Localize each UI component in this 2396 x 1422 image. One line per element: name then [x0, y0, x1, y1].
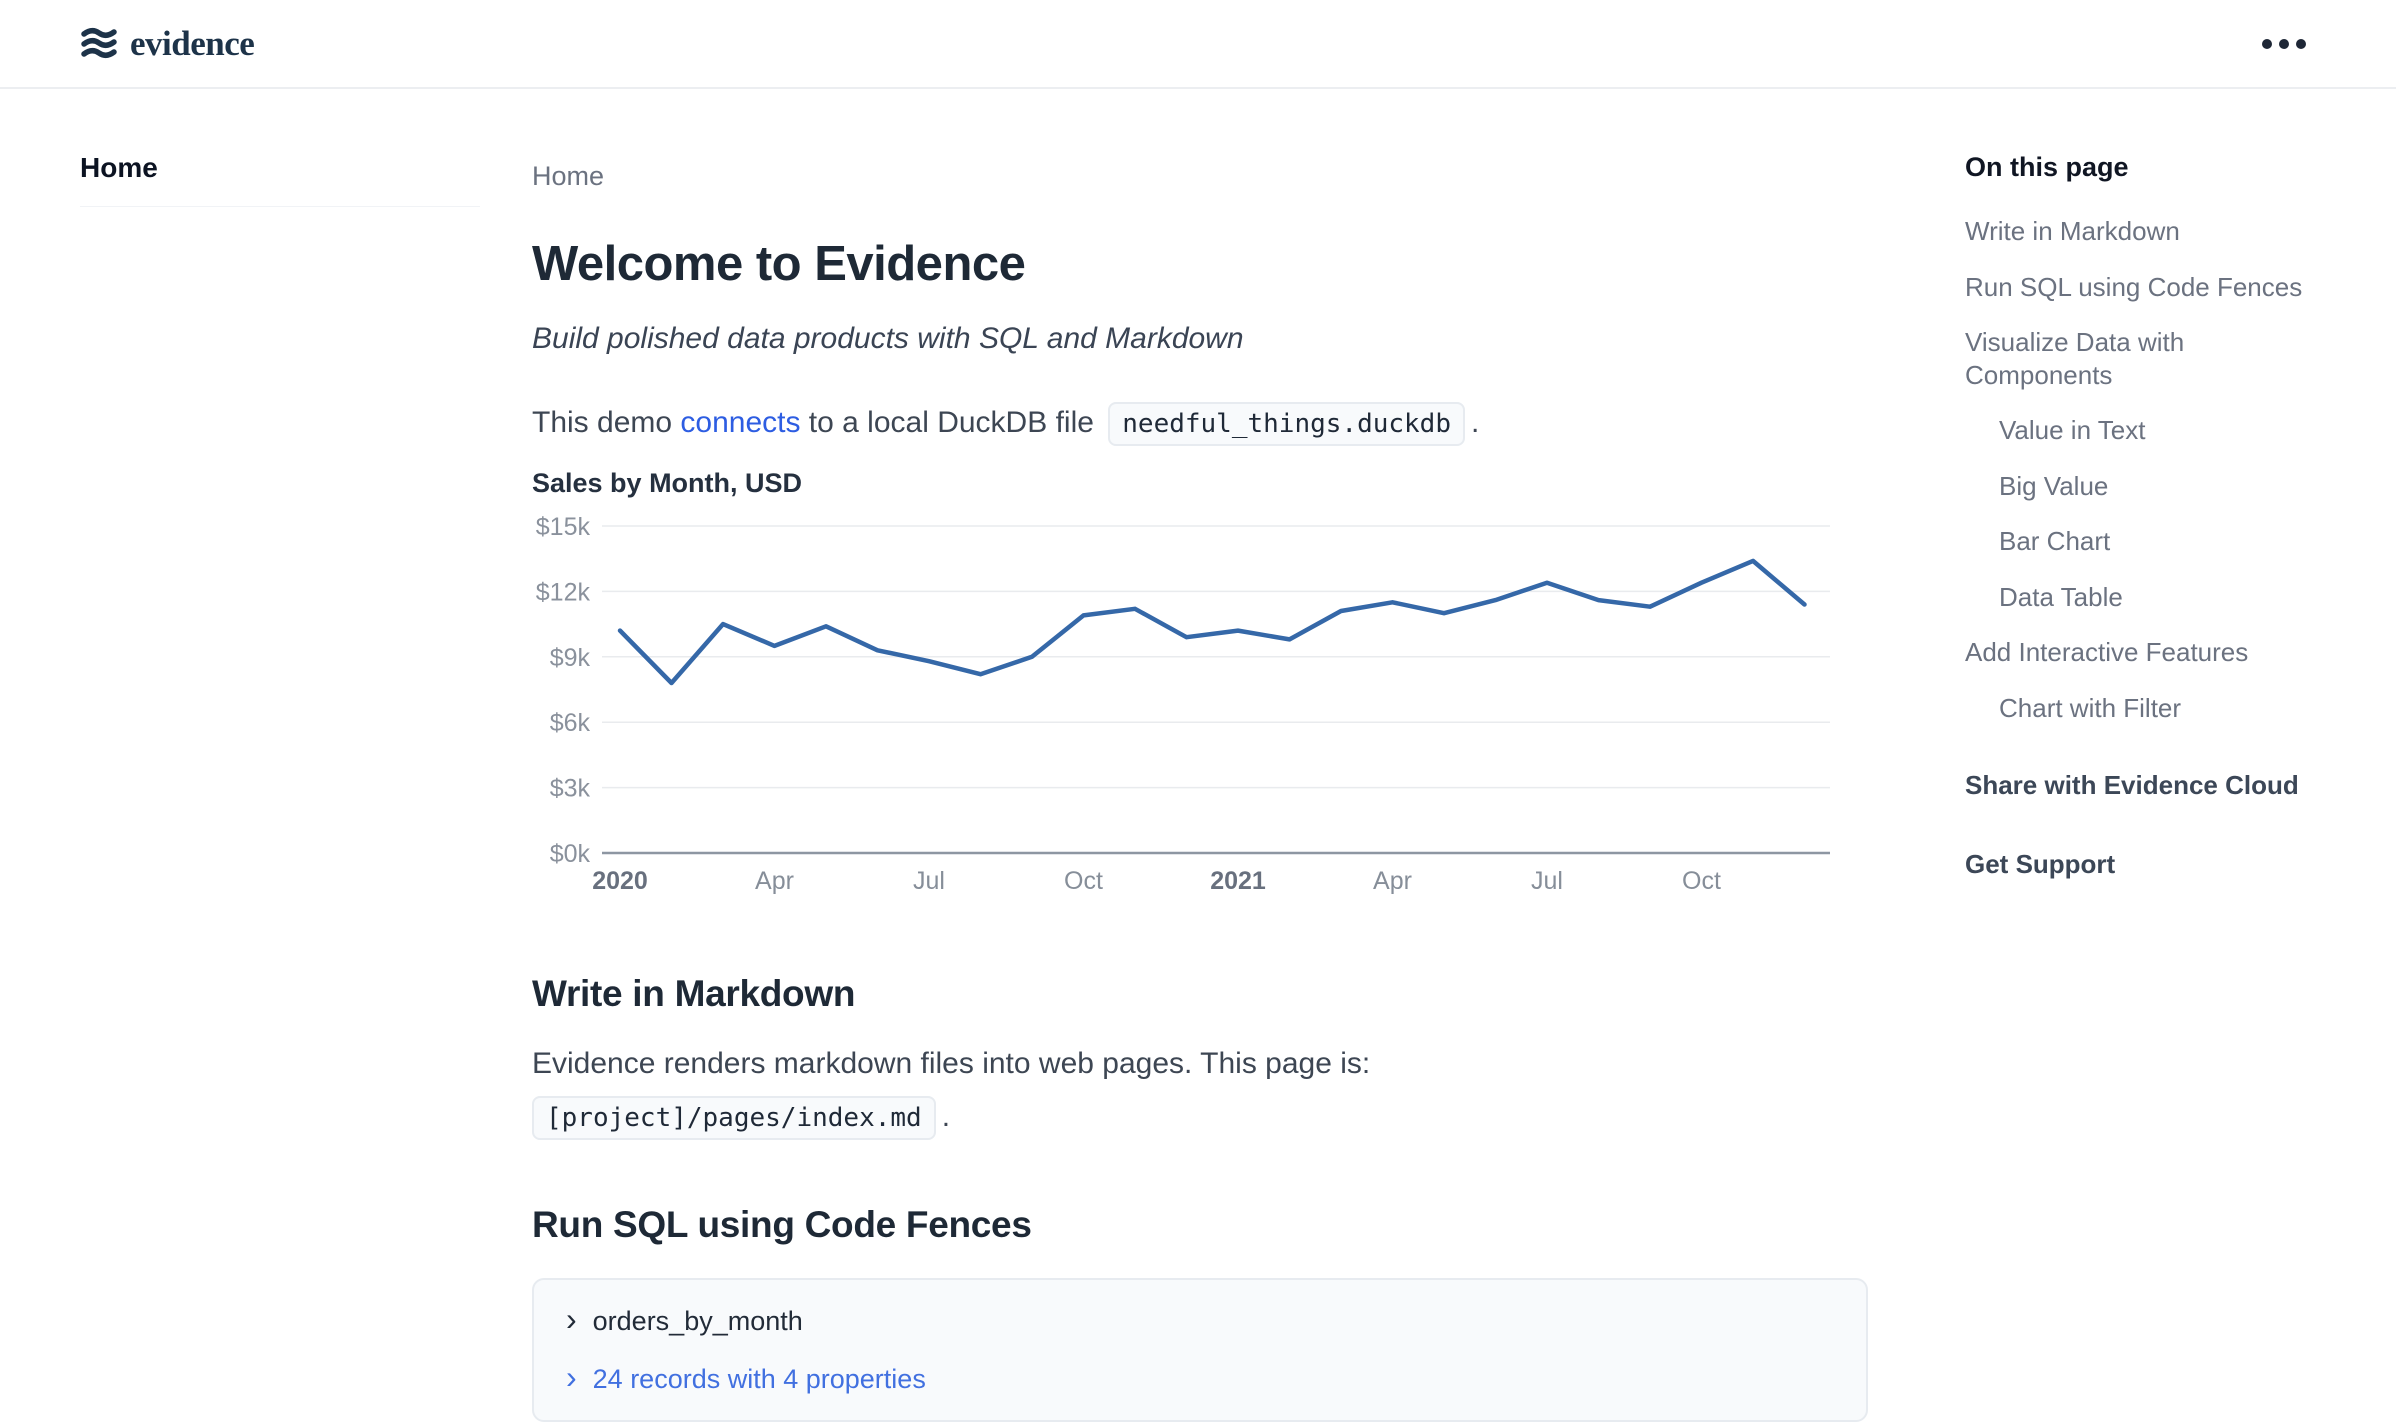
- main-content: Home Welcome to Evidence Build polished …: [532, 89, 1868, 1422]
- toc-link-share-with-evidence-cloud[interactable]: Share with Evidence Cloud: [1965, 770, 2299, 800]
- section-heading-sql: Run SQL using Code Fences: [532, 1204, 1032, 1245]
- chevron-right-icon: ›: [566, 1359, 577, 1395]
- x-tick-label: Apr: [755, 867, 794, 895]
- query-toggle-orders-by-month[interactable]: › orders_by_month: [566, 1301, 1834, 1338]
- logo-wordmark: evidence: [130, 23, 255, 63]
- markdown-paragraph: Evidence renders markdown files into web…: [532, 1047, 1371, 1080]
- evidence-logo-icon: [81, 27, 117, 58]
- x-tick-label: 2020: [592, 867, 648, 895]
- connects-link[interactable]: connects: [680, 406, 801, 439]
- chevron-right-icon: ›: [566, 1301, 577, 1337]
- toc-link-get-support[interactable]: Get Support: [1965, 849, 2116, 879]
- x-tick-label: Jul: [913, 867, 945, 895]
- y-tick-label: $15k: [536, 513, 591, 541]
- menu-dot-icon: [2279, 38, 2289, 49]
- query-name: orders_by_month: [592, 1305, 803, 1336]
- duckdb-file-chip: needful_things.duckdb: [1108, 402, 1465, 446]
- toc-item-big-value[interactable]: Big Value: [1999, 470, 2109, 501]
- sales-series-line: [617, 558, 1807, 686]
- toc-title: On this page: [1965, 152, 2129, 182]
- y-tick-label: $3k: [550, 775, 591, 803]
- y-tick-label: $9k: [550, 644, 591, 672]
- evidence-logo[interactable]: evidence: [80, 23, 255, 64]
- x-tick-label: Jul: [1531, 867, 1563, 895]
- sidebar-item-home[interactable]: Home: [80, 152, 158, 183]
- y-tick-label: $12k: [536, 578, 591, 606]
- y-tick-label: $6k: [550, 709, 591, 737]
- toc-item-bar-chart[interactable]: Bar Chart: [1999, 526, 2111, 556]
- index-md-line: [project]/pages/index.md.: [532, 1096, 1868, 1140]
- toc-panel: On this page Write in Markdown Run SQL us…: [1965, 152, 2317, 928]
- records-toggle[interactable]: › 24 records with 4 properties: [566, 1359, 1834, 1396]
- toc-item-write-in-markdown[interactable]: Write in Markdown: [1965, 216, 2180, 246]
- sidebar: Home: [80, 152, 490, 207]
- x-tick-label: Oct: [1682, 867, 1721, 895]
- intro-paragraph: This demo connects to a local DuckDB fil…: [532, 402, 1868, 446]
- chart-title: Sales by Month, USD: [532, 468, 803, 498]
- x-tick-label: Apr: [1373, 867, 1412, 895]
- sidebar-divider: [80, 206, 480, 207]
- app-header: evidence: [0, 0, 2396, 89]
- toc-item-chart-with-filter[interactable]: Chart with Filter: [1999, 692, 2182, 723]
- section-heading-markdown: Write in Markdown: [532, 973, 856, 1014]
- x-tick-label: Oct: [1064, 867, 1103, 895]
- toc-item-run-sql-using-code-fences[interactable]: Run SQL using Code Fences: [1965, 271, 2303, 302]
- query-panel: › orders_by_month › 24 records with 4 pr…: [532, 1278, 1868, 1422]
- toc-item-value-in-text[interactable]: Value in Text: [1999, 415, 2146, 445]
- sales-line-chart: $0k $3k $6k $9k $12k $15k 2020 Apr Jul Oct 2021 Apr…: [536, 513, 1830, 895]
- toc-item-data-table[interactable]: Data Table: [1999, 581, 2123, 612]
- menu-dot-icon: [2262, 38, 2272, 49]
- toc-item-visualize-data-with-components[interactable]: Visualize Data with Components: [1965, 327, 2185, 390]
- index-md-chip: [project]/pages/index.md: [532, 1096, 936, 1140]
- toc-item-add-interactive-features[interactable]: Add Interactive Features: [1965, 637, 2249, 667]
- sales-chart-block: Sales by Month, USD $0k $3k $6k $9k $12k $15k…: [532, 468, 1868, 903]
- page-subtitle: Build polished data products with SQL an…: [532, 322, 1244, 355]
- page-title: Welcome to Evidence: [532, 237, 1026, 291]
- breadcrumb[interactable]: Home: [532, 161, 605, 191]
- x-tick-label: 2021: [1210, 867, 1266, 895]
- y-tick-label: $0k: [550, 840, 591, 868]
- records-label: 24 records with 4 properties: [592, 1363, 926, 1394]
- kebab-menu-button[interactable]: [2256, 33, 2312, 55]
- menu-dot-icon: [2296, 38, 2306, 49]
